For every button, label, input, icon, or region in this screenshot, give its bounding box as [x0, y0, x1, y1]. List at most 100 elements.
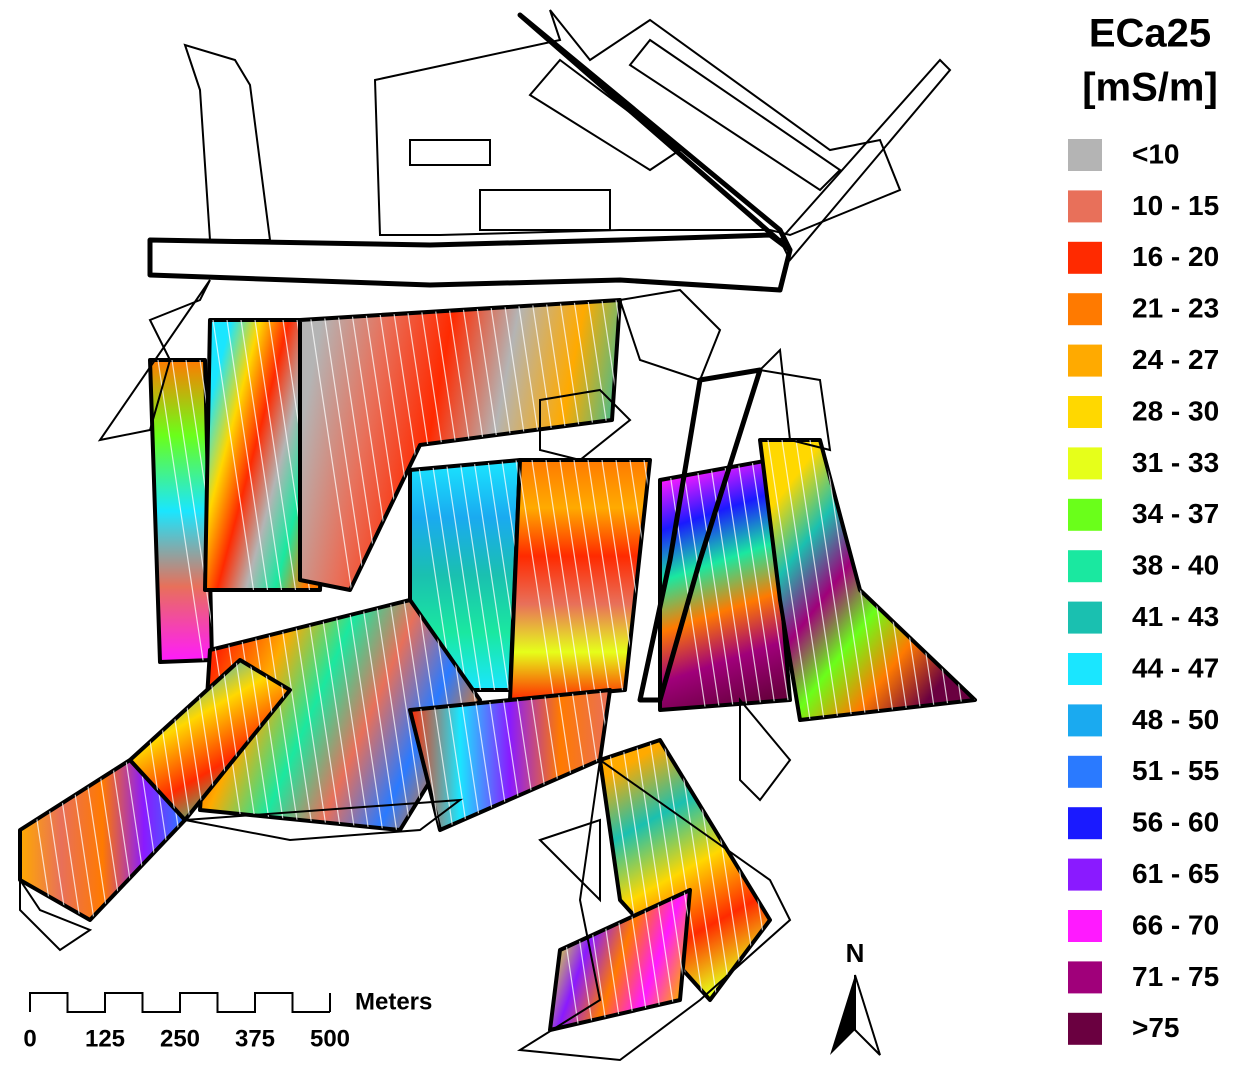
legend-swatch	[1068, 139, 1102, 171]
scale-tick-label: 0	[23, 1025, 36, 1052]
track-line	[321, 300, 367, 590]
track-line	[677, 740, 718, 1000]
track-line	[473, 690, 496, 830]
track-line	[226, 320, 269, 590]
building-outline	[183, 43, 272, 241]
boundary	[757, 347, 832, 452]
track-line	[263, 600, 300, 830]
track-line	[307, 300, 353, 590]
track-line	[431, 460, 468, 690]
track-line	[545, 460, 583, 700]
legend-label: <10	[1132, 138, 1180, 169]
track-line	[305, 600, 342, 830]
track-line	[599, 690, 610, 830]
block-outline	[373, 9, 902, 237]
building-outline	[528, 58, 682, 172]
building-outline	[539, 388, 632, 462]
track-line	[573, 460, 611, 700]
legend-swatch	[1068, 704, 1102, 737]
track-line	[531, 460, 569, 700]
legend: ECa25 [mS/m] <10 10 - 15 16 - 20 21 - 23 24 …	[1068, 12, 1219, 1045]
track-line	[949, 440, 975, 720]
track-line	[737, 460, 777, 710]
outline-layer	[19, 9, 952, 1062]
track-line	[254, 320, 297, 590]
track-line	[761, 740, 770, 1000]
legend-swatch	[1068, 755, 1102, 788]
legend-swatch	[1068, 190, 1102, 223]
boundary	[516, 758, 792, 1062]
legend-swatch	[1068, 858, 1102, 891]
legend-label: >75	[1132, 1012, 1180, 1043]
legend-label: 10 - 15	[1132, 190, 1219, 221]
track-line	[963, 440, 975, 720]
track-line	[157, 360, 204, 662]
boundary	[19, 876, 93, 952]
scale-tick-label: 500	[310, 1025, 350, 1052]
building-outline	[409, 139, 491, 166]
track-line	[559, 460, 597, 700]
legend-swatch	[1068, 293, 1102, 326]
legend-swatch	[1068, 498, 1102, 531]
track-line	[767, 440, 811, 720]
boundary	[184, 798, 464, 842]
legend-swatch	[1068, 550, 1102, 583]
track-line	[389, 600, 426, 830]
legend-swatch	[1068, 910, 1102, 942]
track-line	[240, 320, 283, 590]
survey-field	[408, 688, 612, 832]
legend-swatch	[1068, 601, 1102, 634]
track-line	[361, 600, 398, 830]
track-line	[723, 460, 763, 710]
track-line	[695, 460, 735, 710]
scale-tick-label: 375	[235, 1025, 275, 1052]
track-line	[781, 440, 825, 720]
track-line	[277, 600, 314, 830]
legend-label: 34 - 37	[1132, 498, 1219, 529]
legend-swatch	[1068, 961, 1102, 994]
legend-swatch	[1068, 396, 1102, 428]
legend-title: [mS/m]	[1082, 66, 1218, 110]
legend-swatch	[1068, 241, 1102, 274]
field-layer	[18, 298, 977, 1032]
north-label: N	[846, 938, 865, 968]
boundary	[538, 818, 601, 903]
track-line	[277, 660, 290, 820]
track-line	[751, 460, 790, 710]
track-line	[375, 600, 412, 830]
track-line	[347, 600, 384, 830]
track-line	[663, 740, 704, 1000]
track-line	[683, 890, 690, 1030]
legend-label: 16 - 20	[1132, 241, 1219, 272]
building-outline	[618, 288, 722, 382]
legend-label: 28 - 30	[1132, 395, 1219, 426]
track-line	[473, 460, 510, 690]
legend-label: 51 - 55	[1132, 755, 1219, 786]
track-line	[517, 460, 555, 700]
legend-label: 48 - 50	[1132, 704, 1219, 735]
boundary	[97, 279, 211, 442]
track-line	[171, 360, 212, 662]
road	[147, 232, 793, 293]
north-arrow: N	[830, 938, 881, 1056]
legend-label: 31 - 33	[1132, 447, 1219, 478]
legend-swatch	[1068, 807, 1102, 840]
track-line	[319, 600, 356, 830]
boundary	[739, 697, 792, 802]
building-outline	[479, 189, 611, 231]
legend-swatch	[1068, 447, 1102, 480]
legend-swatch	[1068, 653, 1102, 685]
survey-field	[658, 458, 792, 712]
legend-label: 66 - 70	[1132, 909, 1219, 940]
scale-tick-label: 250	[160, 1025, 200, 1052]
track-line	[587, 460, 625, 700]
track-line	[445, 460, 482, 690]
building-outline	[628, 38, 842, 192]
survey-field	[548, 888, 692, 1032]
legend-swatch	[1068, 1012, 1102, 1045]
track-line	[681, 460, 721, 710]
legend-title: ECa25	[1089, 12, 1211, 56]
scale-line	[29, 992, 330, 1013]
legend-label: 41 - 43	[1132, 601, 1219, 632]
